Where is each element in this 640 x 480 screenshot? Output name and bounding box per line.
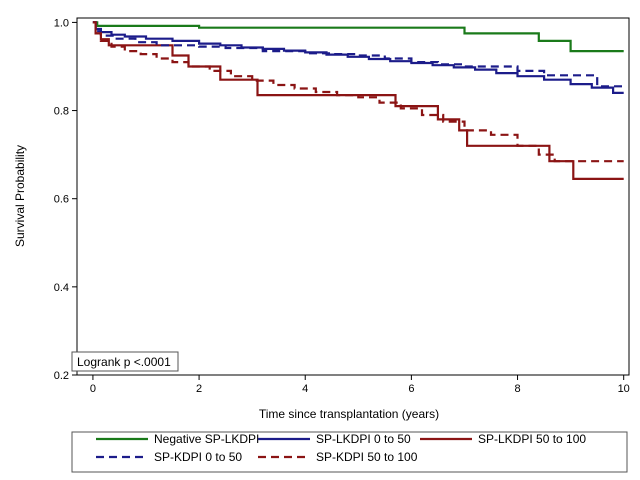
legend: Negative SP-LKDPI SP-LKDPI 0 to 50 SP-LKDP… [71,431,628,473]
y-axis-label: Survival Probability [13,145,27,247]
x-tick-label: 2 [196,383,202,395]
legend-label: SP-KDPI 0 to 50 [154,450,242,464]
y-tick-label: 0.6 [54,194,69,206]
x-tick-label: 10 [618,383,630,395]
annotation-frame [71,351,179,372]
legend-label: Negative SP-LKDPI [154,432,259,446]
y-tick-label: 0.4 [54,282,69,294]
plot-frame [76,17,630,376]
y-tick-label: 0.2 [54,370,69,382]
legend-frame [71,431,628,473]
series-line-1 [92,21,624,53]
series-line-4 [92,21,624,88]
series-line-5 [92,21,624,163]
y-tick-label: 1.0 [54,17,69,29]
legend-label: SP-LKDPI 50 to 100 [478,432,586,446]
x-axis-label: Time since transplantation (years) [259,407,439,421]
annotation-box: Logrank p <.0001 [71,351,179,372]
curves-layer [92,21,624,180]
legend-label: SP-LKDPI 0 to 50 [316,432,411,446]
x-tick-label: 6 [408,383,414,395]
y-tick-label: 0.8 [54,106,69,118]
axes-layer: 0 2 4 6 8 10 0.2 0.4 0.6 0.8 1.0 [54,17,630,395]
x-tick-label: 4 [302,383,308,395]
x-tick-label: 8 [514,383,520,395]
logrank-annotation: Logrank p <.0001 [77,355,171,369]
x-tick-label: 0 [90,383,96,395]
legend-label: SP-KDPI 50 to 100 [316,450,418,464]
series-line-3 [92,21,624,180]
